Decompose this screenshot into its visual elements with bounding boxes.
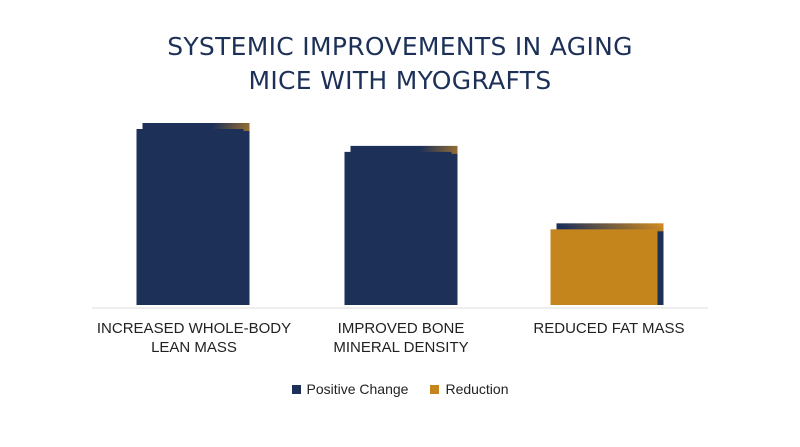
bar	[136, 129, 244, 305]
legend-swatch-positive	[291, 384, 301, 394]
chart-title-line-1: SYSTEMIC IMPROVEMENTS IN AGING	[167, 32, 633, 61]
category-label-lean-mass: INCREASED WHOLE-BODY LEAN MASS	[79, 319, 309, 357]
bar-side-edge	[657, 231, 664, 305]
legend-label-positive: Positive Change	[306, 381, 409, 397]
chart-title-line-2: MICE WITH MYOGRAFTS	[248, 66, 552, 95]
category-label-line: REDUCED FAT MASS	[533, 320, 685, 337]
category-label-fat-mass: REDUCED FAT MASS	[494, 319, 724, 338]
legend-item-reduction: Reduction	[430, 381, 509, 397]
category-label-line: IMPROVED BONE	[337, 320, 465, 337]
bar-side-edge	[451, 153, 458, 305]
bar	[550, 229, 658, 305]
category-label-bone-density: IMPROVED BONE MINERAL DENSITY	[286, 319, 516, 357]
bar	[344, 151, 452, 305]
category-label-line: LEAN MASS	[151, 339, 237, 356]
category-label-line: INCREASED WHOLE-BODY	[96, 320, 292, 337]
legend-swatch-reduction	[430, 384, 440, 394]
legend-item-positive: Positive Change	[291, 381, 409, 397]
bars-group	[136, 123, 664, 305]
legend-label-reduction: Reduction	[445, 381, 509, 397]
bar-side-edge	[243, 131, 250, 305]
legend: Positive Change Reduction	[0, 381, 800, 397]
chart-title: SYSTEMIC IMPROVEMENTS IN AGING MICE WITH…	[0, 30, 800, 98]
category-label-line: MINERAL DENSITY	[333, 339, 469, 356]
